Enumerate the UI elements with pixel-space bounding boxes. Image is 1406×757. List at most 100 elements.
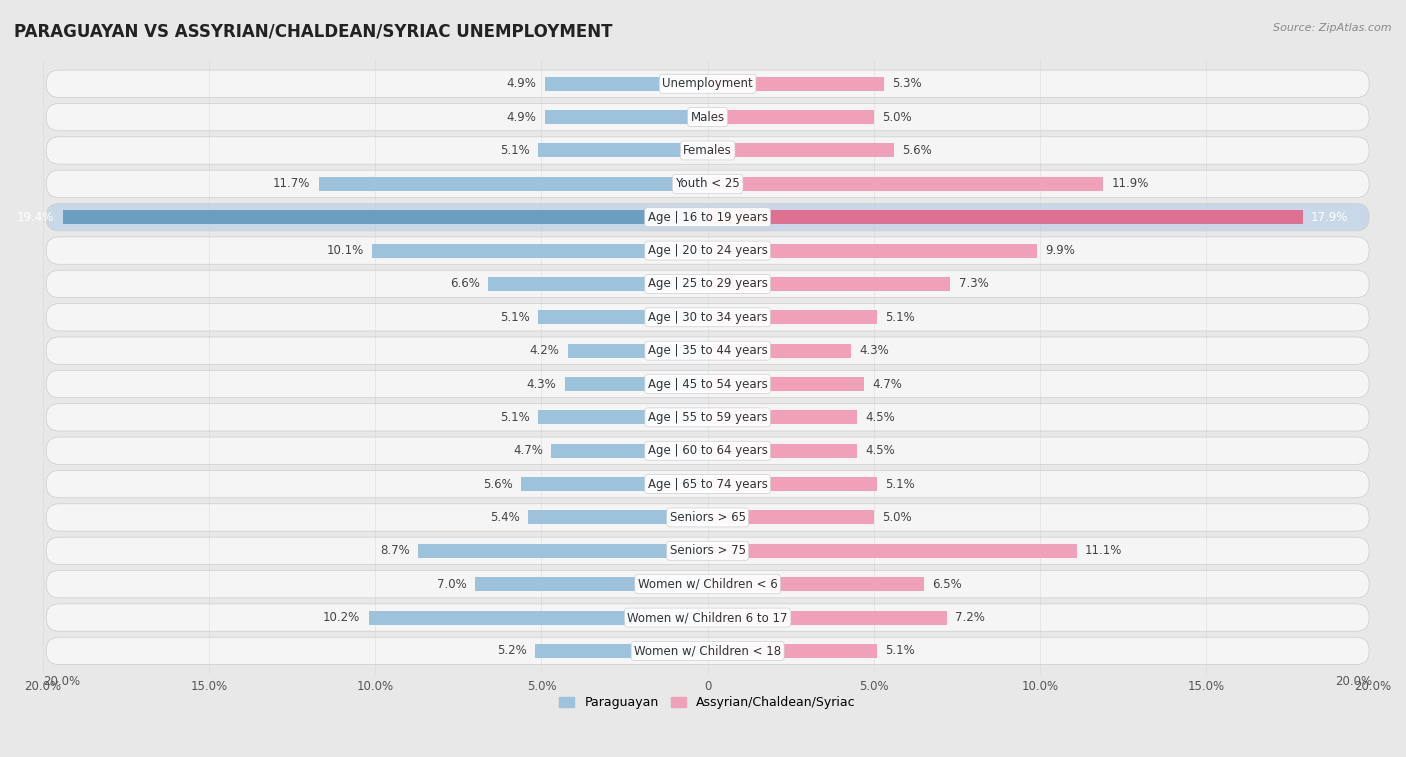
Bar <box>568 344 707 357</box>
Text: Youth < 25: Youth < 25 <box>675 177 740 190</box>
Bar <box>488 277 707 291</box>
Bar <box>538 144 707 157</box>
Text: 9.9%: 9.9% <box>1045 244 1076 257</box>
FancyBboxPatch shape <box>46 104 1369 131</box>
Bar <box>368 611 707 625</box>
Bar <box>475 577 707 591</box>
Text: 4.7%: 4.7% <box>872 378 903 391</box>
FancyBboxPatch shape <box>46 503 1369 531</box>
Text: Age | 65 to 74 years: Age | 65 to 74 years <box>648 478 768 491</box>
FancyBboxPatch shape <box>46 204 1369 231</box>
Bar <box>551 444 707 458</box>
Bar <box>565 377 707 391</box>
FancyBboxPatch shape <box>46 470 1369 498</box>
Text: 17.9%: 17.9% <box>1310 210 1348 224</box>
Text: Age | 55 to 59 years: Age | 55 to 59 years <box>648 411 768 424</box>
FancyBboxPatch shape <box>46 637 1369 665</box>
Bar <box>707 444 858 458</box>
Text: 7.0%: 7.0% <box>437 578 467 590</box>
Text: 4.3%: 4.3% <box>859 344 889 357</box>
FancyBboxPatch shape <box>46 571 1369 598</box>
FancyBboxPatch shape <box>46 403 1369 431</box>
FancyBboxPatch shape <box>46 604 1369 631</box>
Bar <box>707 310 877 324</box>
Text: 11.9%: 11.9% <box>1112 177 1149 190</box>
Text: Age | 20 to 24 years: Age | 20 to 24 years <box>648 244 768 257</box>
Bar <box>544 110 707 124</box>
Text: 4.2%: 4.2% <box>530 344 560 357</box>
Text: 4.9%: 4.9% <box>506 77 537 90</box>
Bar <box>707 110 875 124</box>
Bar <box>544 76 707 91</box>
Text: 7.3%: 7.3% <box>959 277 988 291</box>
Bar <box>707 210 1302 224</box>
Bar <box>707 510 875 525</box>
Text: 6.5%: 6.5% <box>932 578 962 590</box>
Text: PARAGUAYAN VS ASSYRIAN/CHALDEAN/SYRIAC UNEMPLOYMENT: PARAGUAYAN VS ASSYRIAN/CHALDEAN/SYRIAC U… <box>14 23 613 41</box>
Text: Age | 16 to 19 years: Age | 16 to 19 years <box>648 210 768 224</box>
Text: 5.1%: 5.1% <box>501 144 530 157</box>
Text: 10.2%: 10.2% <box>323 611 360 624</box>
Bar <box>707 277 950 291</box>
Text: 5.1%: 5.1% <box>886 311 915 324</box>
Bar <box>707 544 1077 558</box>
Text: 5.6%: 5.6% <box>903 144 932 157</box>
Text: Age | 35 to 44 years: Age | 35 to 44 years <box>648 344 768 357</box>
Bar <box>63 210 707 224</box>
Bar <box>707 577 924 591</box>
Bar <box>529 510 707 525</box>
Text: Age | 60 to 64 years: Age | 60 to 64 years <box>648 444 768 457</box>
Text: 5.1%: 5.1% <box>501 311 530 324</box>
FancyBboxPatch shape <box>46 337 1369 364</box>
Text: 5.3%: 5.3% <box>893 77 922 90</box>
Text: Age | 25 to 29 years: Age | 25 to 29 years <box>648 277 768 291</box>
Text: Females: Females <box>683 144 733 157</box>
Text: 4.5%: 4.5% <box>866 444 896 457</box>
Text: 5.4%: 5.4% <box>491 511 520 524</box>
FancyBboxPatch shape <box>46 304 1369 331</box>
Text: 11.7%: 11.7% <box>273 177 311 190</box>
Text: 11.1%: 11.1% <box>1085 544 1122 557</box>
Text: 8.7%: 8.7% <box>381 544 411 557</box>
Bar <box>707 344 851 357</box>
Text: 5.1%: 5.1% <box>501 411 530 424</box>
Text: 5.1%: 5.1% <box>886 644 915 657</box>
Text: 5.0%: 5.0% <box>882 511 911 524</box>
FancyBboxPatch shape <box>46 170 1369 198</box>
Bar <box>707 144 894 157</box>
Legend: Paraguayan, Assyrian/Chaldean/Syriac: Paraguayan, Assyrian/Chaldean/Syriac <box>554 691 860 714</box>
Text: 5.6%: 5.6% <box>484 478 513 491</box>
Bar <box>707 644 877 658</box>
Bar <box>707 477 877 491</box>
Bar <box>707 244 1036 257</box>
Text: 5.0%: 5.0% <box>882 111 911 123</box>
FancyBboxPatch shape <box>46 370 1369 397</box>
Text: Males: Males <box>690 111 724 123</box>
FancyBboxPatch shape <box>46 270 1369 298</box>
Text: 20.0%: 20.0% <box>1336 675 1372 688</box>
Text: 19.4%: 19.4% <box>17 210 55 224</box>
Text: 6.6%: 6.6% <box>450 277 479 291</box>
Text: 7.2%: 7.2% <box>955 611 986 624</box>
Bar <box>538 310 707 324</box>
Bar <box>707 76 884 91</box>
Bar <box>419 544 707 558</box>
Text: Women w/ Children 6 to 17: Women w/ Children 6 to 17 <box>627 611 787 624</box>
Text: 10.1%: 10.1% <box>326 244 364 257</box>
Text: Age | 30 to 34 years: Age | 30 to 34 years <box>648 311 768 324</box>
Text: Age | 45 to 54 years: Age | 45 to 54 years <box>648 378 768 391</box>
Bar <box>707 377 863 391</box>
Bar <box>522 477 707 491</box>
FancyBboxPatch shape <box>46 537 1369 565</box>
FancyBboxPatch shape <box>46 70 1369 98</box>
Bar <box>534 644 707 658</box>
Bar <box>319 177 707 191</box>
Text: 4.7%: 4.7% <box>513 444 543 457</box>
Text: 4.9%: 4.9% <box>506 111 537 123</box>
Text: Women w/ Children < 6: Women w/ Children < 6 <box>638 578 778 590</box>
Text: 4.3%: 4.3% <box>527 378 557 391</box>
Bar <box>707 410 858 425</box>
Bar <box>538 410 707 425</box>
Text: Source: ZipAtlas.com: Source: ZipAtlas.com <box>1274 23 1392 33</box>
Text: 5.1%: 5.1% <box>886 478 915 491</box>
